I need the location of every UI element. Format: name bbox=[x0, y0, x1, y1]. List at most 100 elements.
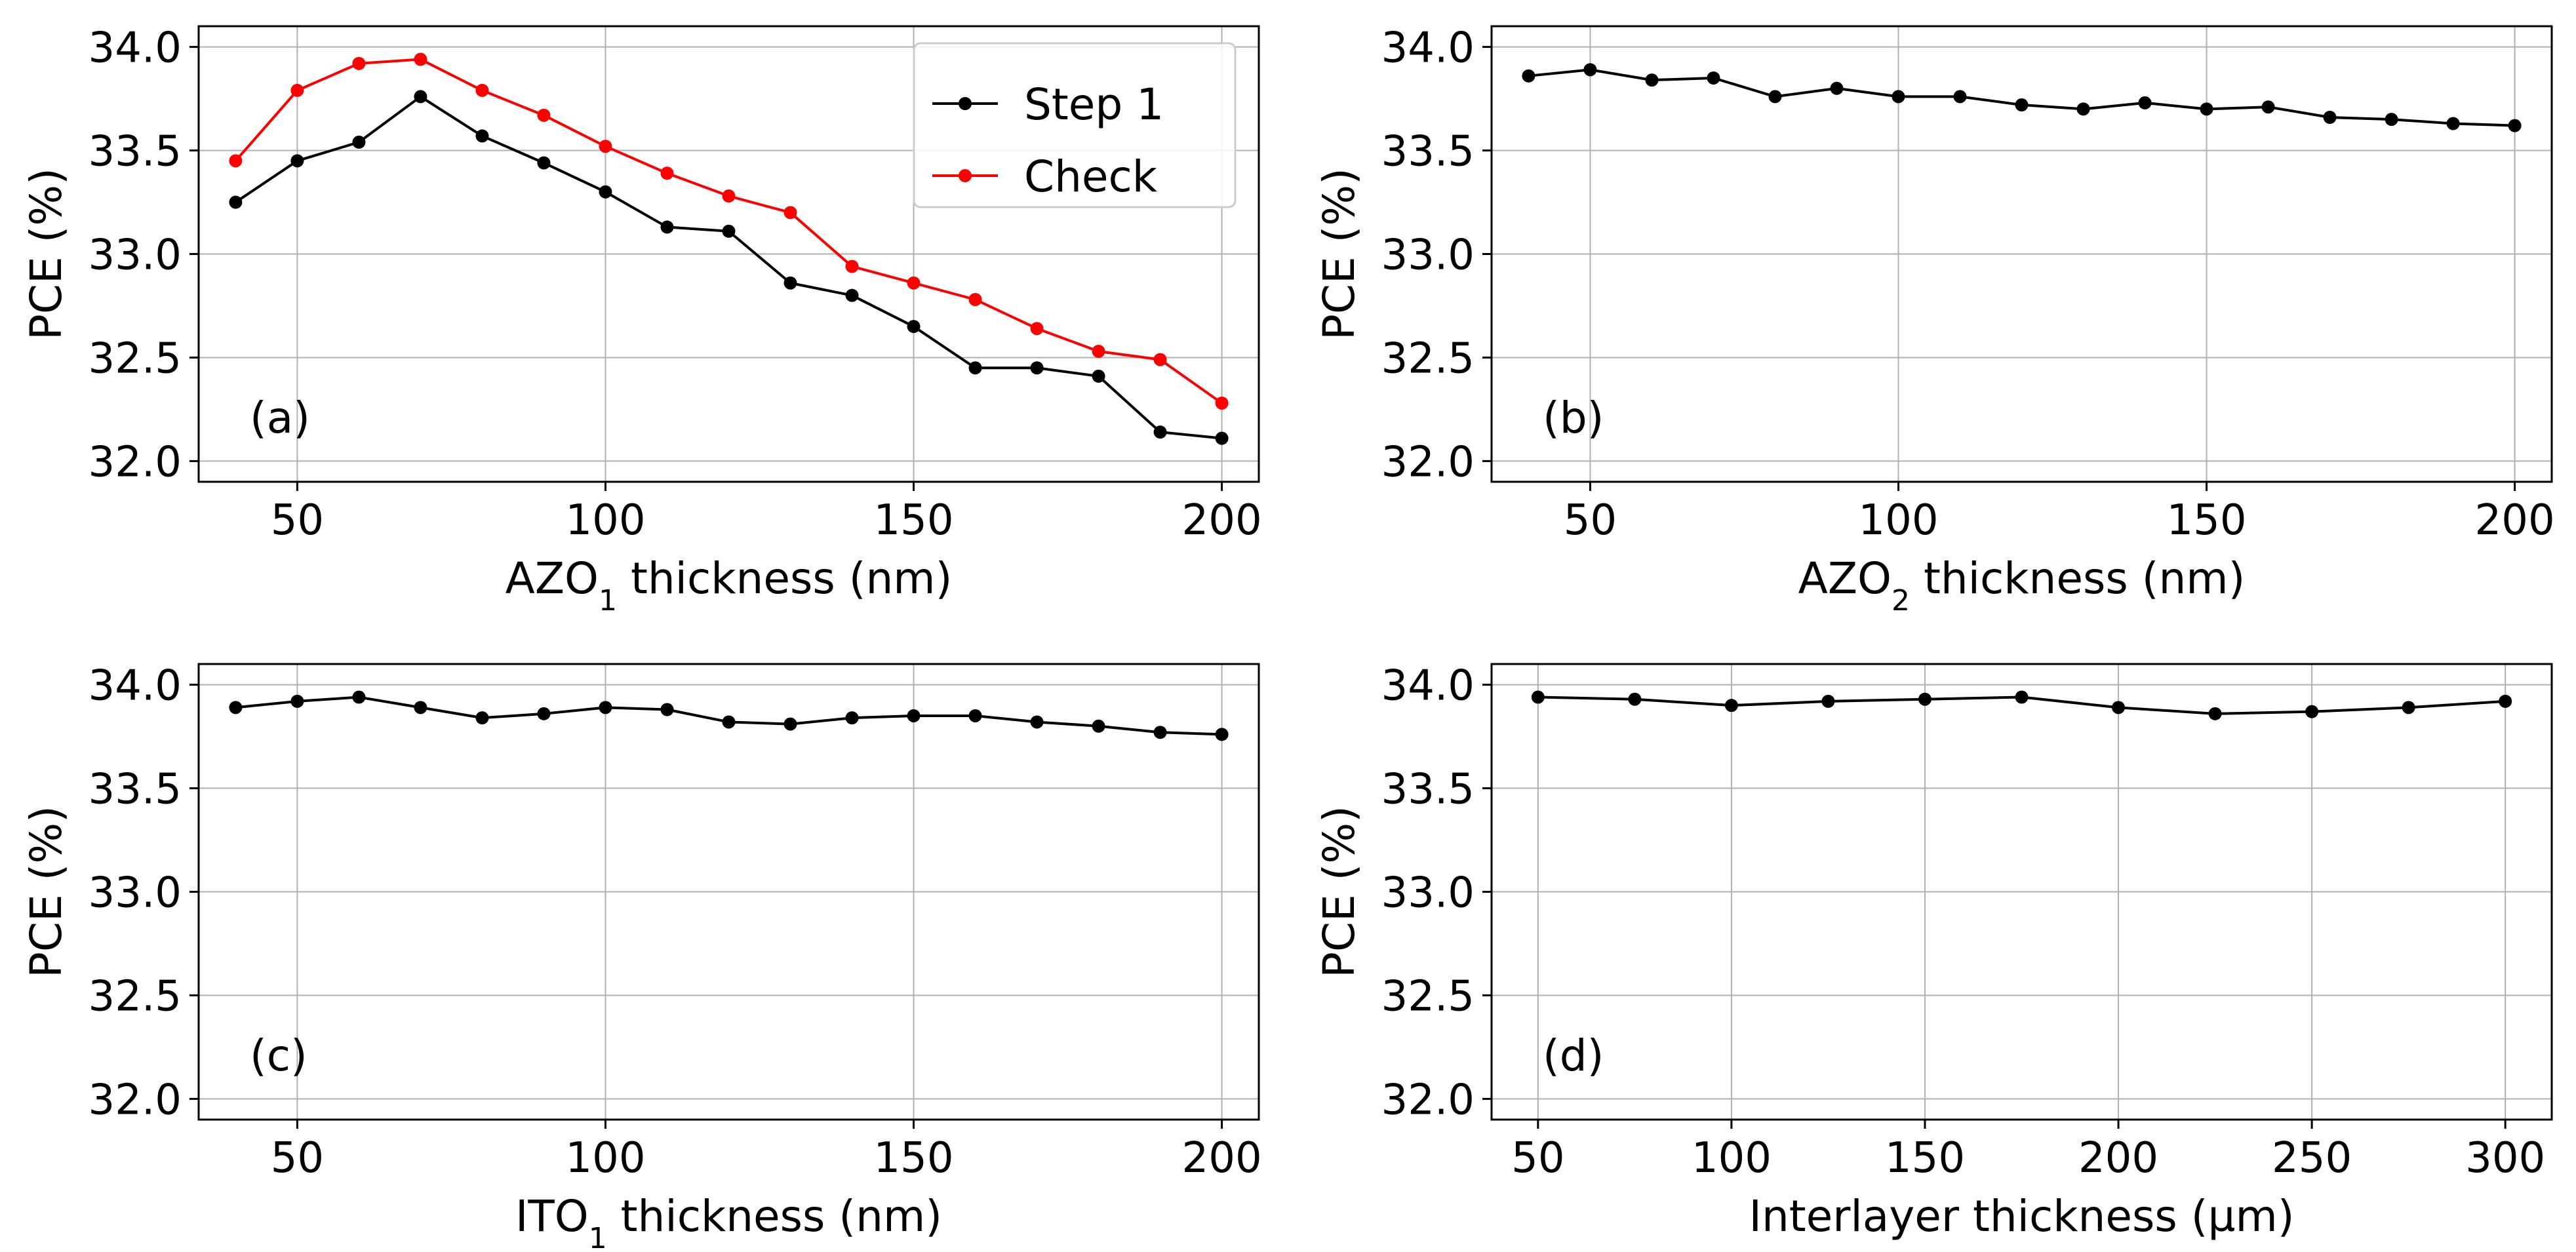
panel-azo1-legend-check-marker bbox=[959, 169, 972, 182]
panel-ito1-series-1-point bbox=[229, 701, 243, 714]
panel-azo2-series-1-point bbox=[2323, 111, 2337, 124]
panel-azo1-x-tick-label: 200 bbox=[1182, 496, 1262, 545]
panel-azo1-series-step-1-point bbox=[660, 220, 674, 234]
panel-ito1-x-tick-label: 100 bbox=[565, 1134, 645, 1183]
panel-azo2-series-1-point bbox=[1830, 81, 1844, 95]
panel-azo1-series-step-1-point bbox=[475, 129, 489, 143]
panel-azo2-y-tick-label: 32.5 bbox=[1381, 334, 1475, 383]
panel-azo2-series-1-point bbox=[1768, 90, 1782, 104]
panel-azo2-x-tick-label: 150 bbox=[2166, 496, 2246, 545]
panel-ito1-series-1-point bbox=[845, 711, 859, 725]
panel-interlayer-x-tick-label: 250 bbox=[2272, 1134, 2352, 1183]
panel-ito1-y-tick-label: 33.0 bbox=[89, 869, 182, 918]
panel-azo1-series-check-point bbox=[1030, 322, 1044, 336]
panel-azo1-series-step-1-point bbox=[414, 90, 427, 104]
panel-ito1: 50 100 150 200 32.0 32.5 33.0 33.5 34.0 ITO1 thic… bbox=[21, 662, 1262, 1252]
panel-azo1-y-tick-label: 32.0 bbox=[89, 438, 182, 486]
panel-azo1-legend-step-1-label: Step 1 bbox=[1024, 79, 1164, 130]
panel-ito1-series-1-point bbox=[599, 701, 612, 714]
panel-azo1-y-tick-label: 33.5 bbox=[89, 128, 182, 176]
panel-interlayer-series-1-point bbox=[1821, 694, 1835, 708]
panel-ito1-y-tick-label: 33.5 bbox=[89, 766, 182, 814]
panel-azo1-series-step-1-point bbox=[1153, 425, 1167, 439]
panel-azo2-series-1-point bbox=[2261, 100, 2275, 114]
panel-ito1-series-1-point bbox=[475, 711, 489, 725]
panel-azo1-series-check-point bbox=[1092, 344, 1105, 358]
panel-azo1-series-step-1-point bbox=[1092, 369, 1105, 383]
panel-azo1-x-tick-label: 50 bbox=[271, 496, 324, 545]
panel-ito1-y-tick-label: 32.0 bbox=[89, 1076, 182, 1124]
panel-azo1-series-check-point bbox=[1215, 396, 1229, 410]
panel-azo1-y-tick-label: 33.0 bbox=[89, 231, 182, 280]
panel-ito1-series-1-point bbox=[414, 701, 427, 714]
panel-azo1-legend-check-label: Check bbox=[1024, 151, 1158, 202]
panel-azo1-series-check-point bbox=[907, 276, 921, 290]
panel-ito1-series-1-point bbox=[660, 703, 674, 716]
panel-ito1-series-1-point bbox=[290, 694, 304, 708]
panel-azo1-series-check-point bbox=[414, 52, 427, 66]
panel-azo1-series-step-1-point bbox=[1215, 431, 1229, 445]
panel-azo1-series-step-1-point bbox=[1030, 361, 1044, 375]
panel-azo2-label: (b) bbox=[1543, 393, 1604, 443]
panel-azo1-x-axis-label: AZO1 thickness (nm) bbox=[505, 553, 953, 617]
panel-azo2-y-tick-label: 33.0 bbox=[1381, 231, 1475, 280]
panel-azo2-x-tick-label: 100 bbox=[1858, 496, 1938, 545]
panel-azo1-x-tick-label: 100 bbox=[565, 496, 645, 545]
panel-azo1-series-check-point bbox=[352, 56, 366, 70]
panel-ito1-y-tick-label: 32.5 bbox=[89, 972, 182, 1021]
panel-azo1-series-check-point bbox=[229, 154, 243, 168]
panel-azo2-series-1-point bbox=[2015, 98, 2029, 112]
panel-azo1-legend-step-1-marker bbox=[959, 97, 972, 110]
panel-azo1-y-tick-label: 34.0 bbox=[89, 24, 182, 73]
panel-azo1-series-step-1-point bbox=[290, 154, 304, 168]
panel-azo2-series-1-point bbox=[1707, 71, 1720, 85]
panel-azo2-x-tick-label: 200 bbox=[2475, 496, 2555, 545]
panel-interlayer-x-tick-label: 300 bbox=[2465, 1134, 2545, 1183]
panel-azo2-series-1-point bbox=[1583, 63, 1597, 77]
panel-azo2-y-tick-label: 34.0 bbox=[1381, 24, 1475, 73]
panel-azo2-x-axis-label: AZO2 thickness (nm) bbox=[1798, 553, 2246, 617]
panel-ito1-series-1-point bbox=[968, 709, 982, 722]
panel-azo1-label: (a) bbox=[250, 393, 310, 443]
panel-azo1-series-check-point bbox=[290, 83, 304, 97]
panel-ito1-series-1-point bbox=[783, 717, 797, 731]
panel-ito1-series-1-point bbox=[1215, 728, 1229, 741]
panel-ito1-label: (c) bbox=[250, 1030, 307, 1081]
panel-ito1-series-1-point bbox=[1153, 726, 1167, 739]
panel-azo1: 50 100 150 200 32.0 32.5 33.0 33.5 34.0 AZO1 thic… bbox=[21, 24, 1262, 617]
panel-azo1-series-check-point bbox=[845, 260, 859, 273]
panel-ito1-series-1-point bbox=[352, 690, 366, 704]
panel-interlayer-y-axis-label: PCE (%) bbox=[1314, 806, 1364, 978]
panel-azo1-series-step-1-point bbox=[907, 320, 921, 334]
panel-azo1-y-axis-label: PCE (%) bbox=[21, 168, 71, 340]
panel-interlayer-x-tick-label: 50 bbox=[1511, 1134, 1564, 1183]
panel-azo1-series-step-1-point bbox=[352, 135, 366, 149]
panel-ito1-series-1-point bbox=[1030, 715, 1044, 729]
panel-azo1-series-step-1-point bbox=[229, 195, 243, 209]
panel-interlayer: 50 100 150 200 250 300 32.0 32.5 33.0 33.5 34.0 Int… bbox=[1314, 662, 2553, 1242]
panel-ito1-series-1-point bbox=[722, 715, 736, 729]
panel-azo2-series-1-point bbox=[2200, 102, 2213, 116]
panel-interlayer-series-1-point bbox=[1628, 692, 1642, 706]
panel-interlayer-series-1-point bbox=[2305, 705, 2319, 718]
panel-interlayer-series-1-point bbox=[1724, 699, 1738, 713]
panel-azo2-series-1-point bbox=[2385, 113, 2398, 127]
panel-interlayer-y-tick-label: 34.0 bbox=[1381, 662, 1475, 711]
panel-ito1-y-axis-label: PCE (%) bbox=[21, 806, 71, 978]
panel-azo2-y-axis-label: PCE (%) bbox=[1314, 168, 1364, 340]
panel-interlayer-x-tick-label: 200 bbox=[2078, 1134, 2158, 1183]
panel-azo1-series-check-point bbox=[475, 83, 489, 97]
panel-azo2-series-1-point bbox=[1892, 90, 1905, 104]
panel-interlayer-series-1-point bbox=[2208, 707, 2222, 720]
panel-azo1-series-check-point bbox=[968, 293, 982, 306]
panel-interlayer-series-1-point bbox=[2112, 701, 2126, 714]
panel-azo1-series-check-point bbox=[537, 108, 551, 122]
panel-azo1-series-check-point bbox=[660, 166, 674, 180]
panel-ito1-y-tick-label: 34.0 bbox=[89, 662, 182, 711]
panel-azo2-x-tick-label: 50 bbox=[1564, 496, 1617, 545]
panel-azo2-y-tick-label: 32.0 bbox=[1381, 438, 1475, 486]
panel-azo2: 50 100 150 200 32.0 32.5 33.0 33.5 34.0 AZO2 thic… bbox=[1314, 24, 2555, 617]
panel-azo2-series-1-point bbox=[2138, 96, 2152, 109]
panel-azo2-y-tick-label: 33.5 bbox=[1381, 128, 1475, 176]
